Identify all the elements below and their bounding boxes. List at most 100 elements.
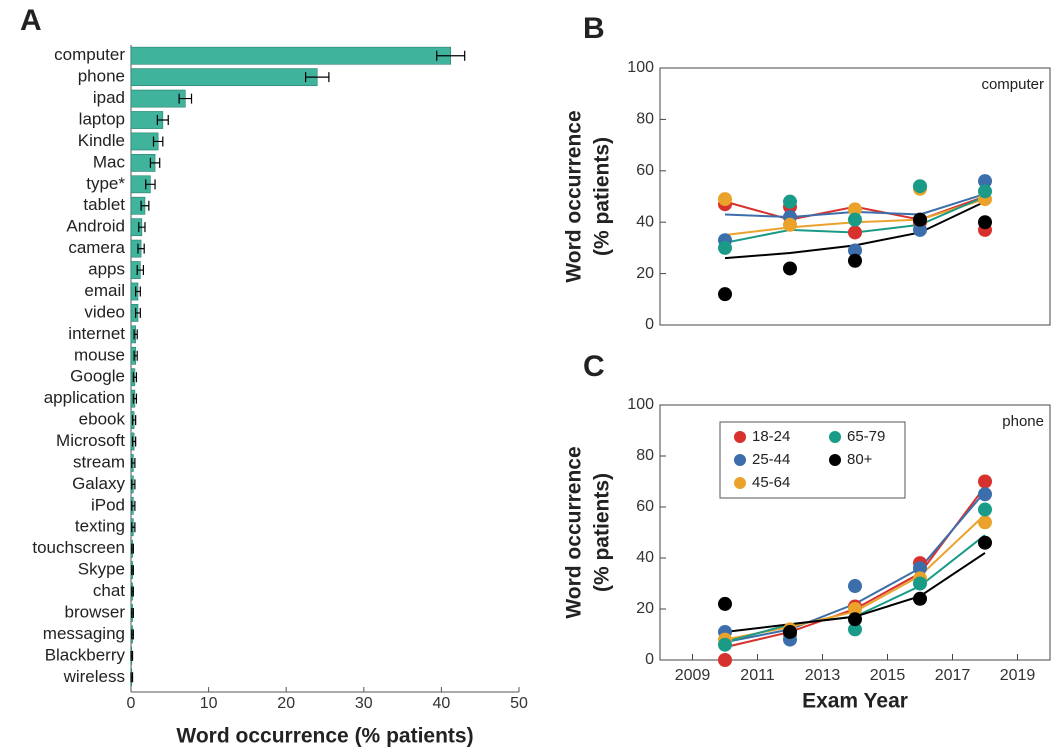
y-tick-label: ipad <box>93 88 125 107</box>
x-tick-label: 0 <box>127 695 136 712</box>
x-tick-label: 50 <box>510 695 528 712</box>
y-tick-label: Microsoft <box>56 431 125 450</box>
y-tick-label: 20 <box>636 265 654 282</box>
point <box>848 212 862 227</box>
error-bar <box>131 607 134 618</box>
legend-marker <box>829 431 841 443</box>
point <box>848 253 862 268</box>
error-bar <box>131 479 136 490</box>
legend-label: 65-79 <box>847 428 885 445</box>
x-axis-label: Exam Year <box>802 690 908 713</box>
y-tick-label: browser <box>65 602 126 621</box>
bar <box>130 89 186 108</box>
point <box>913 576 927 591</box>
y-tick-label: touchscreen <box>32 538 125 557</box>
error-bar <box>178 93 193 104</box>
error-bar <box>305 72 330 83</box>
x-tick-label: 2013 <box>805 667 841 684</box>
panel-label: A <box>20 4 42 37</box>
error-bar <box>132 393 138 404</box>
error-bar <box>152 136 164 147</box>
point <box>783 261 797 276</box>
x-tick-label: 2009 <box>675 667 711 684</box>
point <box>978 535 992 550</box>
y-tick-label: 20 <box>636 600 654 617</box>
y-tick-label: Galaxy <box>72 474 125 493</box>
y-tick-label: 40 <box>636 549 654 566</box>
y-tick-label: application <box>44 388 125 407</box>
error-bar <box>137 243 145 254</box>
error-bar <box>131 543 134 554</box>
x-tick-label: 10 <box>200 695 218 712</box>
y-tick-label: email <box>84 281 125 300</box>
x-tick-label: 20 <box>277 695 295 712</box>
error-bar <box>131 500 136 511</box>
y-tick-label: chat <box>93 581 125 600</box>
point <box>913 591 927 606</box>
y-axis-label: Word occurrence <box>563 446 586 618</box>
y-tick-label: 40 <box>636 213 654 230</box>
point <box>783 624 797 639</box>
y-tick-label: iPod <box>91 495 125 514</box>
error-bar <box>131 436 137 447</box>
point <box>978 474 992 489</box>
point <box>783 194 797 209</box>
annotation: computer <box>981 76 1044 93</box>
y-tick-label: Skype <box>78 560 125 579</box>
point <box>913 179 927 194</box>
y-tick-label: tablet <box>83 195 125 214</box>
y-tick-label: mouse <box>74 345 125 364</box>
y-tick-label: 0 <box>645 316 654 333</box>
error-bar <box>135 286 141 297</box>
point <box>718 653 732 667</box>
point <box>978 515 992 530</box>
x-tick-label: 2011 <box>740 667 775 684</box>
panel-label: B <box>583 12 605 45</box>
error-bar <box>131 629 134 640</box>
y-tick-label: 60 <box>636 498 654 515</box>
y-axis-label: (% patients) <box>591 473 614 592</box>
y-tick-label: Android <box>66 217 125 236</box>
point <box>848 612 862 627</box>
error-bar <box>131 415 137 426</box>
legend-label: 45-64 <box>752 474 790 491</box>
error-bar <box>140 200 150 211</box>
legend-label: 18-24 <box>752 428 790 445</box>
y-tick-label: Kindle <box>78 131 125 150</box>
y-tick-label: 0 <box>645 651 654 668</box>
x-tick-label: 2017 <box>935 667 971 684</box>
point <box>978 184 992 199</box>
y-axis-label: Word occurrence <box>563 110 586 282</box>
error-bar <box>133 350 138 361</box>
y-tick-label: ebook <box>79 410 126 429</box>
error-bar <box>145 179 156 190</box>
error-bar <box>132 372 138 383</box>
y-tick-label: video <box>84 302 125 321</box>
y-tick-label: 100 <box>627 59 654 76</box>
legend-marker <box>734 454 746 466</box>
y-tick-label: type* <box>86 174 125 193</box>
y-tick-label: internet <box>68 324 125 343</box>
point <box>718 287 732 302</box>
x-axis-label: Word occurrence (% patients) <box>176 725 473 748</box>
point <box>848 225 862 240</box>
point <box>978 502 992 517</box>
x-tick-label: 2019 <box>1000 667 1036 684</box>
bar <box>130 46 452 65</box>
legend-box <box>719 421 906 499</box>
y-tick-label: 60 <box>636 162 654 179</box>
legend-label: 25-44 <box>752 451 790 468</box>
x-tick-label: 40 <box>433 695 451 712</box>
y-tick-label: 80 <box>636 447 654 464</box>
point <box>718 596 732 611</box>
y-tick-label: messaging <box>43 624 125 643</box>
point <box>913 222 927 237</box>
error-bar <box>149 157 161 168</box>
y-tick-label: Google <box>70 367 125 386</box>
y-tick-label: camera <box>68 238 125 257</box>
y-tick-label: Mac <box>93 152 126 171</box>
y-tick-label: phone <box>78 67 125 86</box>
legend-label: 80+ <box>847 451 873 468</box>
y-tick-label: 80 <box>636 111 654 128</box>
